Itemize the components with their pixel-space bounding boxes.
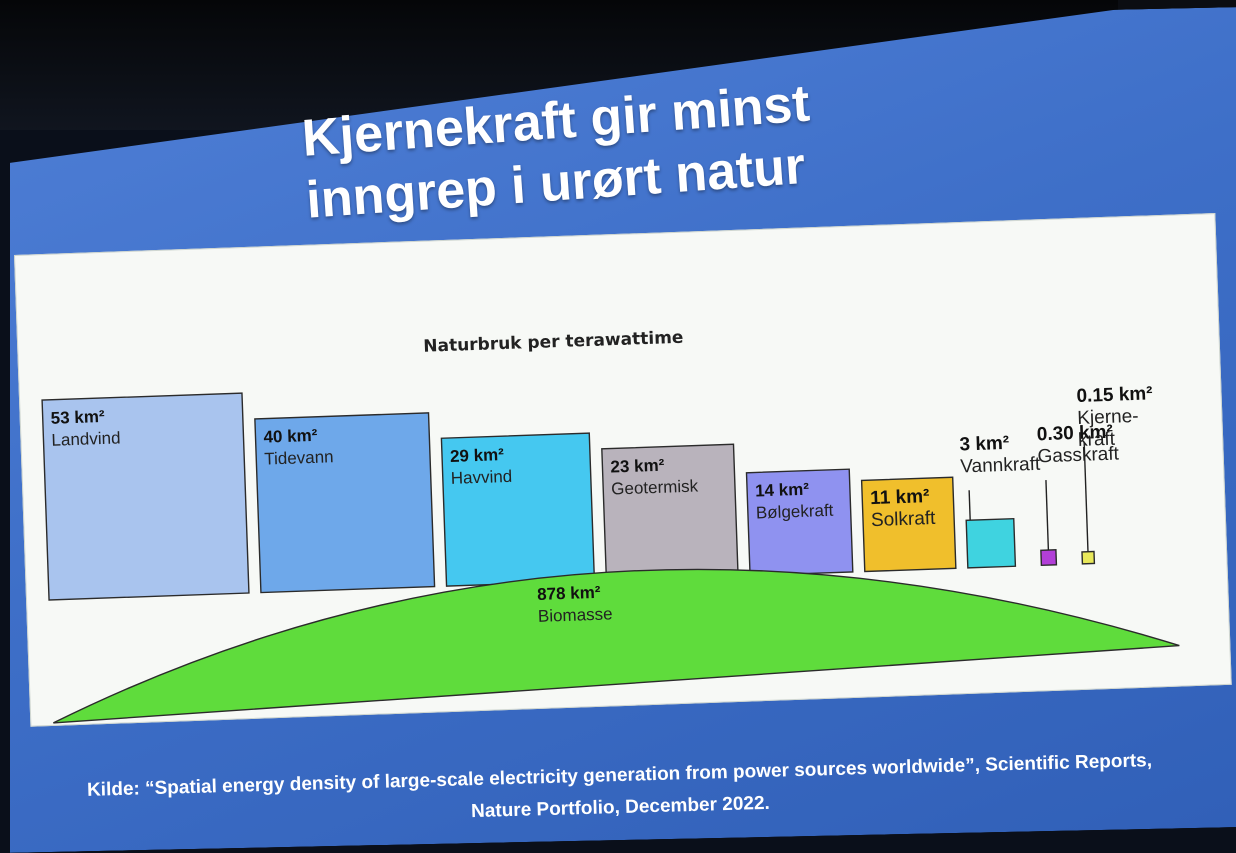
value-label-kjernekraft: 0.15 km² <box>1076 383 1153 407</box>
category-label-solkraft: Solkraft <box>871 508 937 531</box>
value-label-landvind: 53 km² <box>50 407 105 428</box>
category-label-b-lgekraft: Bølgekraft <box>756 501 834 523</box>
bar-landvind <box>41 392 250 601</box>
leader-line-vannkraft <box>968 490 971 521</box>
value-label-b-lgekraft: 14 km² <box>755 480 810 501</box>
chart-title: Naturbruk per terawattime <box>423 328 684 357</box>
leader-line-gasskraft <box>1045 480 1050 551</box>
bar-gasskraft <box>1040 549 1058 567</box>
value-label-tidevann: 40 km² <box>263 426 318 447</box>
biomass-value-label: 878 km² <box>537 583 601 604</box>
value-label-geotermisk: 23 km² <box>610 456 665 477</box>
category-label-havvind: Havvind <box>450 467 512 488</box>
chart-panel: Naturbruk per terawattime 53 km² Landvind… <box>14 213 1232 727</box>
bar-solkraft <box>860 476 957 573</box>
leader-line-kjernekraft <box>1083 441 1089 552</box>
category-label-gasskraft: Gasskraft <box>1037 443 1120 467</box>
category-label-kjernekraft-1: kraft <box>1078 429 1116 451</box>
land-use-chart: Naturbruk per terawattime 53 km²Landvind… <box>41 328 1180 724</box>
value-label-solkraft: 11 km² <box>870 486 930 509</box>
value-label-vannkraft: 3 km² <box>959 433 1009 456</box>
bar-tidevann <box>254 412 436 594</box>
category-label-landvind: Landvind <box>51 428 121 449</box>
biomass-area <box>53 568 1180 724</box>
value-label-gasskraft: 0.30 km² <box>1036 422 1113 446</box>
category-label-kjernekraft: Kjerne- <box>1077 406 1139 429</box>
bar-kjernekraft <box>1081 550 1096 565</box>
category-label-tidevann: Tidevann <box>264 447 334 468</box>
value-label-havvind: 29 km² <box>450 445 505 466</box>
bar-vannkraft <box>965 517 1017 569</box>
biomass-category-label: Biomasse <box>538 604 613 626</box>
category-label-vannkraft: Vannkraft <box>960 454 1041 478</box>
category-label-geotermisk: Geotermisk <box>611 477 699 499</box>
